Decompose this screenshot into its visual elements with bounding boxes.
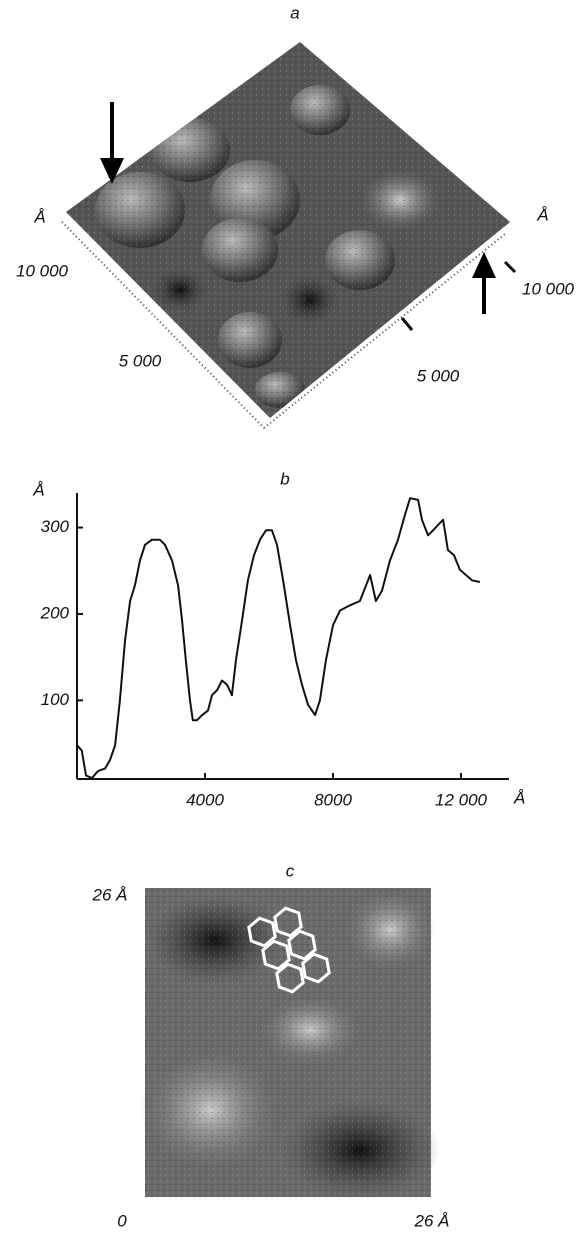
y-tick-label: 200 [40, 603, 70, 622]
profile-line [76, 497, 481, 780]
panel-b: b 100 200 300 4000 8000 12 000 Å Å [32, 469, 525, 809]
arrow-head [100, 158, 124, 184]
chart-title: b [280, 469, 289, 488]
hexagon [247, 916, 277, 948]
tick [503, 260, 517, 274]
panel-label: c [286, 861, 295, 880]
honeycomb [247, 906, 331, 994]
hexagon [287, 929, 317, 961]
tick [400, 317, 414, 331]
hexagon [261, 939, 291, 971]
axis-label: 5 000 [119, 351, 162, 370]
axis-unit: Å [536, 205, 548, 224]
panel-label: a [290, 3, 299, 22]
y-tick-label: 300 [41, 517, 70, 536]
panel-a: a Å 10 000 5 000 Å 10 000 5 000 [16, 3, 575, 429]
x-tick-label: 4000 [186, 790, 224, 809]
axis-label: 26 Å [414, 1211, 450, 1230]
hexagon [301, 952, 331, 984]
axis-unit: Å [33, 207, 45, 226]
y-tick-label: 100 [41, 690, 70, 709]
axis-label: 26 Å [92, 885, 128, 904]
x-axis-unit: Å [513, 788, 525, 807]
hexagon [273, 906, 303, 938]
axis-label: 5 000 [417, 366, 460, 385]
hexagon [275, 962, 305, 994]
y-axis-unit: Å [32, 480, 44, 499]
panel-c: c 26 Å 0 26 Å [92, 861, 450, 1230]
axis-edge [61, 221, 265, 429]
axis-label: 10 000 [522, 279, 575, 298]
axis-label: 0 [117, 1211, 127, 1230]
x-tick-label: 8000 [314, 790, 352, 809]
arrow-head [472, 252, 496, 278]
axis-label: 10 000 [16, 261, 69, 280]
x-tick-label: 12 000 [435, 790, 488, 809]
